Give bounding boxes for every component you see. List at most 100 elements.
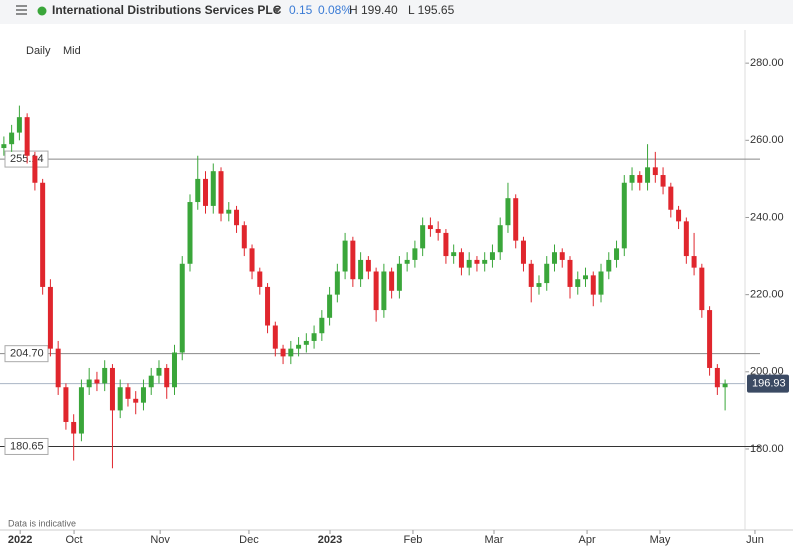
x-tick-label: Jun: [746, 534, 764, 546]
candle-body: [683, 221, 689, 257]
candle-body: [63, 387, 69, 422]
candle-body: [652, 167, 658, 176]
candle-body: [334, 271, 340, 295]
candle-body: [148, 375, 154, 388]
level-label: 204.70: [10, 348, 44, 360]
candle-body: [435, 229, 441, 233]
candle-body: [544, 263, 550, 284]
change: 0.15: [289, 3, 313, 17]
candle-body: [404, 259, 410, 264]
candle-body: [171, 352, 177, 388]
candle-body: [257, 271, 263, 287]
candle-body: [71, 421, 77, 434]
candle-body: [40, 182, 46, 287]
candle-body: [24, 117, 30, 156]
candle-body: [451, 252, 457, 257]
candle-body: [187, 202, 193, 264]
candle-body: [668, 186, 674, 210]
candle-body: [55, 348, 61, 388]
candle-body: [78, 387, 84, 434]
y-tick-label: 180.00: [750, 443, 784, 455]
candle-body: [265, 286, 271, 326]
candle-body: [660, 175, 666, 187]
status-dot: [37, 6, 47, 16]
dropdown-arrow[interactable]: [273, 8, 281, 13]
x-tick-label: Feb: [403, 534, 422, 546]
candle-body: [389, 271, 395, 291]
candle-body: [234, 209, 240, 226]
candle-body: [16, 117, 22, 133]
candle-body: [47, 286, 53, 349]
candle-body: [218, 171, 224, 214]
candle-body: [621, 182, 627, 249]
candle-body: [179, 263, 185, 353]
candle-body: [125, 387, 131, 399]
x-tick-label: Apr: [578, 534, 595, 546]
instrument-title: International Distributions Services PLC: [52, 3, 282, 17]
candle-body: [520, 240, 526, 264]
candle-body: [513, 198, 519, 241]
candle-body: [722, 383, 728, 388]
candle-body: [1, 144, 7, 149]
level-label: 180.65: [10, 440, 44, 452]
candle-body: [156, 367, 162, 376]
low: L 195.65: [408, 3, 455, 17]
candle-body: [9, 132, 15, 145]
candle-body: [420, 225, 426, 249]
candle-body: [133, 398, 139, 403]
candle-body: [327, 294, 333, 318]
candle-body: [226, 209, 232, 214]
candle-body: [365, 259, 371, 272]
candle-body: [381, 271, 387, 311]
candle-body: [528, 263, 534, 287]
candle-body: [303, 340, 309, 345]
candle-body: [443, 232, 449, 257]
candle-body: [94, 379, 100, 384]
candle-body: [109, 367, 115, 411]
candle-body: [497, 225, 503, 253]
candle-body: [86, 379, 92, 388]
candle-body: [614, 248, 620, 260]
level-label-box: [4, 437, 49, 455]
candle-body: [241, 225, 247, 249]
menu-icon[interactable]: [16, 5, 27, 15]
change-pct: 0.08%: [318, 3, 352, 17]
price-type[interactable]: Mid: [63, 45, 81, 57]
last-price-label: 196.93: [752, 378, 786, 390]
candle-body: [272, 325, 278, 349]
candle-body: [288, 348, 294, 357]
candle-body: [699, 267, 705, 311]
candle-body: [505, 198, 511, 226]
candle-body: [489, 252, 495, 260]
candle-body: [373, 271, 379, 311]
candle-body: [551, 252, 557, 264]
candle-body: [707, 310, 713, 368]
candle-body: [536, 283, 542, 287]
candle-body: [637, 175, 643, 183]
x-tick-label: Dec: [239, 534, 259, 546]
y-tick-label: 220.00: [750, 289, 784, 301]
candle-body: [598, 271, 604, 295]
candle-body: [296, 344, 302, 349]
candle-body: [140, 387, 146, 403]
candle-body: [102, 367, 108, 384]
high: H 199.40: [349, 3, 398, 17]
candle-body: [412, 248, 418, 260]
x-tick-label: May: [650, 534, 671, 546]
candle-body: [32, 155, 38, 183]
candle-body: [249, 248, 255, 272]
candle-body: [482, 259, 488, 264]
candle-body: [427, 225, 433, 230]
x-tick-label: Mar: [485, 534, 504, 546]
candle-body: [164, 367, 170, 388]
candle-body: [117, 387, 123, 411]
interval[interactable]: Daily: [26, 45, 51, 57]
y-tick-label: 240.00: [750, 211, 784, 223]
last-price-box: [747, 374, 789, 393]
x-tick-label: Oct: [65, 534, 82, 546]
candle-body: [567, 259, 573, 287]
candle-body: [342, 240, 348, 272]
candle-body: [583, 275, 589, 280]
candle-body: [319, 317, 325, 334]
